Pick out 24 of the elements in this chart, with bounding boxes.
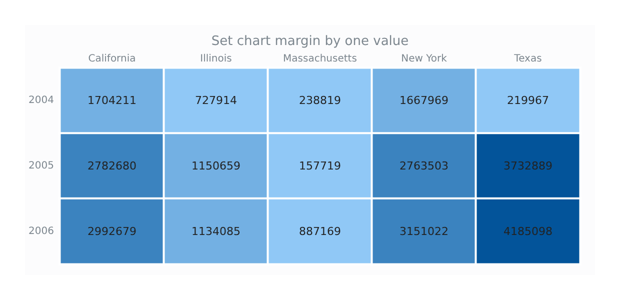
data-label: 157719 — [299, 160, 341, 172]
data-label: 1134085 — [192, 224, 240, 238]
data-label: 1667969 — [400, 94, 448, 108]
y-tick-label: 2006 — [28, 226, 54, 237]
x-tick-label: Massachusetts — [283, 54, 357, 64]
x-tick-label: New York — [401, 54, 448, 64]
x-tick-label: Texas — [513, 54, 542, 64]
data-label: 2992679 — [88, 224, 136, 238]
y-tick-label: 2005 — [28, 160, 54, 172]
data-label: 1150659 — [192, 160, 240, 172]
data-label: 727914 — [195, 94, 237, 108]
data-label: 2763503 — [400, 160, 448, 172]
x-tick-label: Illinois — [200, 54, 232, 64]
data-label: 3732889 — [504, 160, 552, 172]
data-label: 219967 — [507, 94, 549, 108]
data-label: 1704211 — [88, 94, 136, 108]
data-label: 887169 — [299, 224, 341, 238]
data-label: 3151022 — [400, 224, 448, 238]
data-label: 238819 — [299, 94, 341, 108]
data-label: 2782680 — [88, 160, 136, 172]
chart-title: Set chart margin by one value — [211, 34, 409, 49]
y-tick-label: 2004 — [28, 95, 54, 106]
x-tick-label: California — [88, 54, 136, 64]
data-label: 4185098 — [504, 224, 552, 238]
